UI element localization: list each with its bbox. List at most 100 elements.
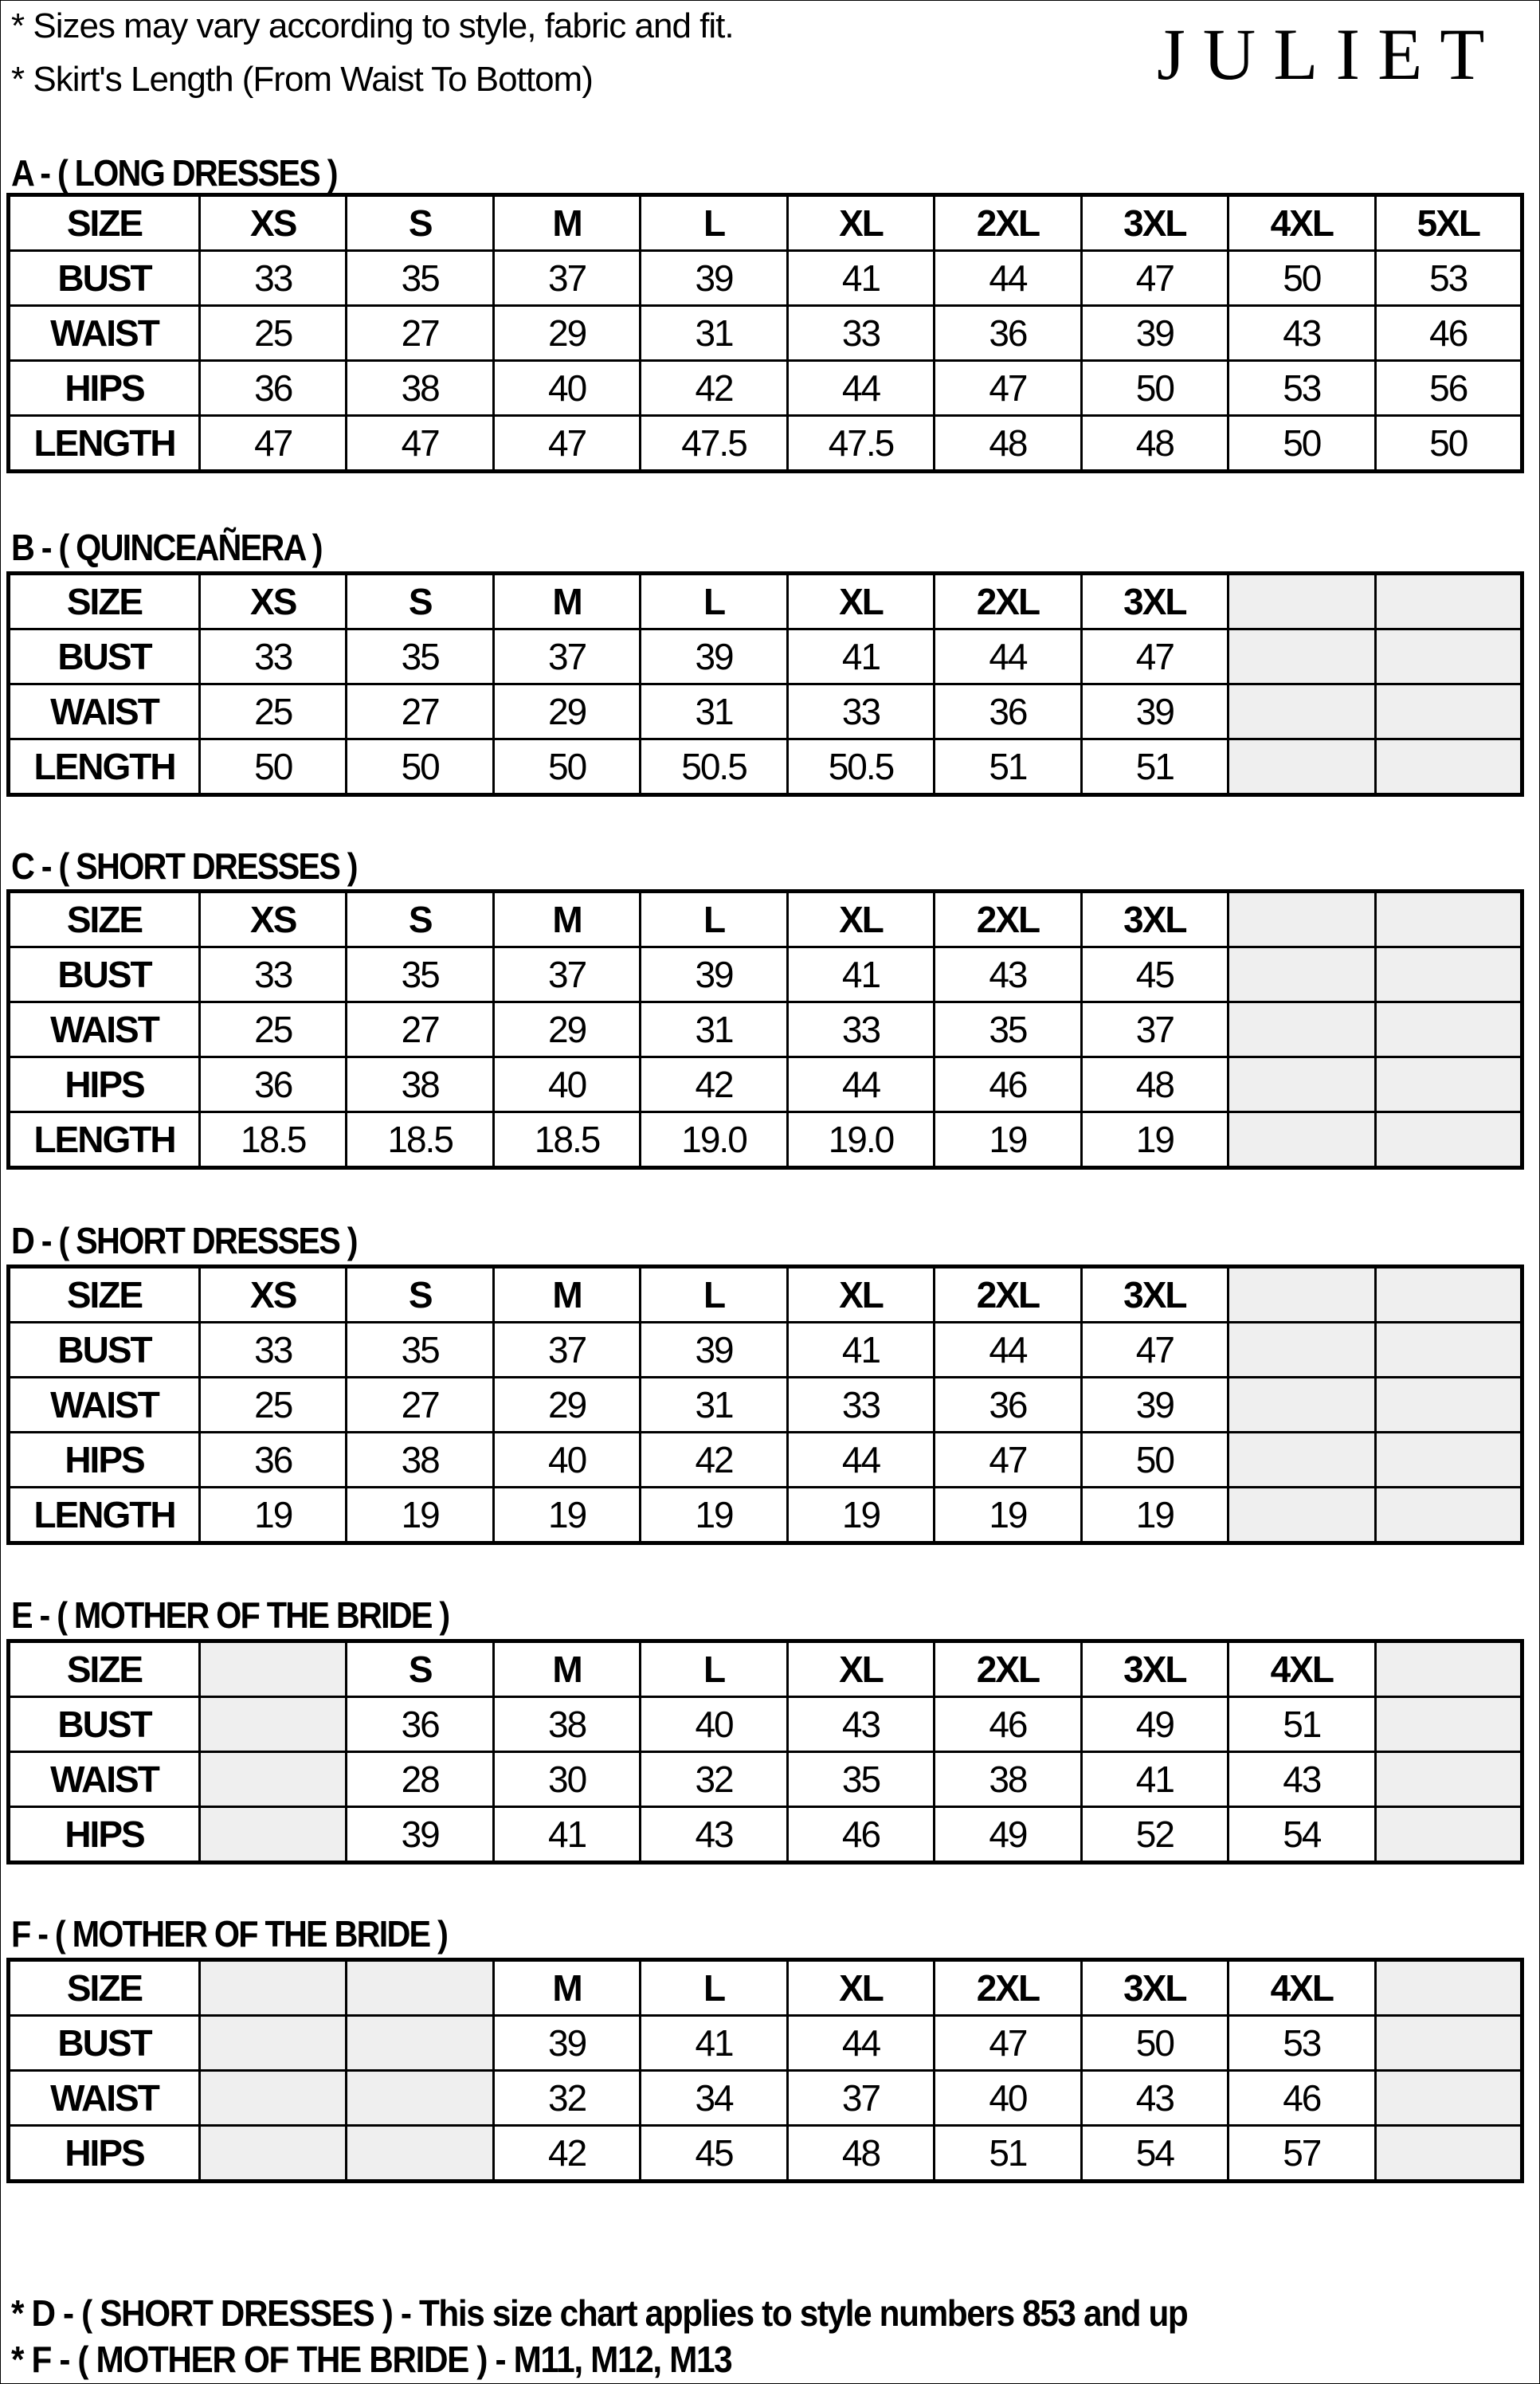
size-header: 3XL — [1080, 194, 1230, 252]
measurement-cell: 46 — [933, 1056, 1083, 1113]
measurement-cell: 38 — [492, 1696, 642, 1753]
size-header: 2XL — [933, 890, 1083, 948]
size-header: 4XL — [1227, 1640, 1377, 1698]
size-header: 2XL — [933, 1640, 1083, 1698]
empty-cell — [1373, 1640, 1523, 1698]
measurement-cell: 42 — [492, 2124, 642, 2182]
measurement-cell: 18.5 — [492, 1111, 642, 1169]
row-label: BUST — [7, 2014, 201, 2072]
measurement-cell: 39 — [639, 249, 789, 307]
row-label: SIZE — [7, 1959, 201, 2017]
size-header: M — [492, 890, 642, 948]
empty-cell — [1227, 1431, 1377, 1488]
row-label: LENGTH — [7, 1111, 201, 1169]
empty-cell — [1373, 738, 1523, 796]
measurement-cell: 54 — [1080, 2124, 1230, 2182]
table-row: BUST 33 35 37 39 41 44 47 — [7, 1321, 1523, 1378]
measurement-cell: 19.0 — [639, 1111, 789, 1169]
empty-cell — [1373, 1806, 1523, 1864]
size-table-quinceanera: SIZE XS S M L XL 2XL 3XL BUST 33 35 37 39 41 44 47 WAIST… — [6, 571, 1524, 797]
size-header: 2XL — [933, 194, 1083, 252]
measurement-cell: 41 — [786, 249, 936, 307]
empty-cell — [1227, 1056, 1377, 1113]
size-header: L — [639, 1265, 789, 1323]
size-header: S — [345, 1265, 495, 1323]
table-row: WAIST 25 27 29 31 33 36 39 — [7, 683, 1523, 740]
measurement-cell: 39 — [639, 628, 789, 685]
measurement-cell: 28 — [345, 1751, 495, 1808]
row-label: WAIST — [7, 683, 201, 740]
row-label: HIPS — [7, 359, 201, 417]
size-header: S — [345, 1640, 495, 1698]
table-row: LENGTH 19 19 19 19 19 19 19 — [7, 1486, 1523, 1544]
empty-cell — [1227, 1265, 1377, 1323]
table-header-row: SIZE S M L XL 2XL 3XL 4XL — [7, 1640, 1523, 1698]
measurement-cell: 37 — [492, 1321, 642, 1378]
measurement-cell: 37 — [492, 946, 642, 1003]
measurement-cell: 35 — [933, 1001, 1083, 1058]
measurement-cell: 45 — [639, 2124, 789, 2182]
section-title-short-dresses-d: D - ( SHORT DRESSES ) — [11, 1220, 359, 1261]
section-title-quinceanera: B - ( QUINCEAÑERA ) — [11, 527, 323, 568]
empty-cell — [345, 2124, 495, 2182]
note-skirt-length: * Skirt's Length (From Waist To Bottom) — [11, 60, 594, 99]
row-label: SIZE — [7, 890, 201, 948]
measurement-cell: 40 — [933, 2069, 1083, 2127]
row-label: WAIST — [7, 1001, 201, 1058]
size-header: S — [345, 572, 495, 630]
table-row: BUST 36 38 40 43 46 49 51 — [7, 1696, 1523, 1753]
empty-cell — [1373, 946, 1523, 1003]
measurement-cell: 47 — [198, 414, 348, 472]
measurement-cell: 33 — [198, 249, 348, 307]
measurement-cell: 53 — [1227, 2014, 1377, 2072]
empty-cell — [1373, 1376, 1523, 1433]
measurement-cell: 19 — [786, 1486, 936, 1544]
empty-cell — [198, 1751, 348, 1808]
size-header: S — [345, 194, 495, 252]
measurement-cell: 50.5 — [639, 738, 789, 796]
empty-cell — [198, 1806, 348, 1864]
size-header: S — [345, 890, 495, 948]
measurement-cell: 47 — [1080, 1321, 1230, 1378]
measurement-cell: 39 — [492, 2014, 642, 2072]
size-table-long-dresses: SIZE XS S M L XL 2XL 3XL 4XL 5XL BUST 33 35 37 39 41 44 4… — [6, 193, 1524, 473]
table-row: BUST 39 41 44 47 50 53 — [7, 2014, 1523, 2072]
measurement-cell: 29 — [492, 1001, 642, 1058]
measurement-cell: 46 — [1373, 304, 1523, 362]
section-title-short-dresses-c: C - ( SHORT DRESSES ) — [11, 845, 359, 887]
table-row: BUST 33 35 37 39 41 44 47 — [7, 628, 1523, 685]
size-header: M — [492, 194, 642, 252]
measurement-cell: 27 — [345, 304, 495, 362]
size-header: XL — [786, 1640, 936, 1698]
measurement-cell: 18.5 — [198, 1111, 348, 1169]
measurement-cell: 43 — [786, 1696, 936, 1753]
measurement-cell: 47 — [933, 1431, 1083, 1488]
empty-cell — [1373, 1321, 1523, 1378]
table-row: WAIST 25 27 29 31 33 36 39 — [7, 1376, 1523, 1433]
measurement-cell: 47 — [1080, 249, 1230, 307]
measurement-cell: 35 — [345, 249, 495, 307]
empty-cell — [1373, 1431, 1523, 1488]
section-title-long-dresses: A - ( LONG DRESSES ) — [11, 152, 338, 194]
row-label: BUST — [7, 249, 201, 307]
empty-cell — [1227, 946, 1377, 1003]
measurement-cell: 50 — [1080, 1431, 1230, 1488]
measurement-cell: 29 — [492, 683, 642, 740]
measurement-cell: 46 — [786, 1806, 936, 1864]
row-label: WAIST — [7, 2069, 201, 2127]
measurement-cell: 40 — [492, 1056, 642, 1113]
measurement-cell: 19.0 — [786, 1111, 936, 1169]
size-header: XS — [198, 572, 348, 630]
size-header: 3XL — [1080, 890, 1230, 948]
empty-cell — [345, 2014, 495, 2072]
table-row: WAIST 25 27 29 31 33 36 39 43 46 — [7, 304, 1523, 362]
table-header-row: SIZE XS S M L XL 2XL 3XL 4XL 5XL — [7, 194, 1523, 252]
measurement-cell: 29 — [492, 304, 642, 362]
measurement-cell: 33 — [786, 683, 936, 740]
measurement-cell: 44 — [786, 1431, 936, 1488]
measurement-cell: 47 — [345, 414, 495, 472]
measurement-cell: 49 — [933, 1806, 1083, 1864]
row-label: SIZE — [7, 194, 201, 252]
empty-cell — [1373, 2014, 1523, 2072]
measurement-cell: 39 — [1080, 1376, 1230, 1433]
